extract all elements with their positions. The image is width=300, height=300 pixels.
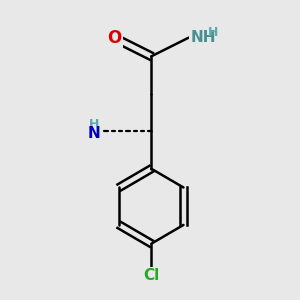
Text: NH: NH xyxy=(190,30,216,45)
Text: H: H xyxy=(208,26,218,39)
Text: H: H xyxy=(88,118,99,131)
Text: O: O xyxy=(107,28,121,46)
Text: Cl: Cl xyxy=(143,268,160,283)
Text: N: N xyxy=(87,126,100,141)
